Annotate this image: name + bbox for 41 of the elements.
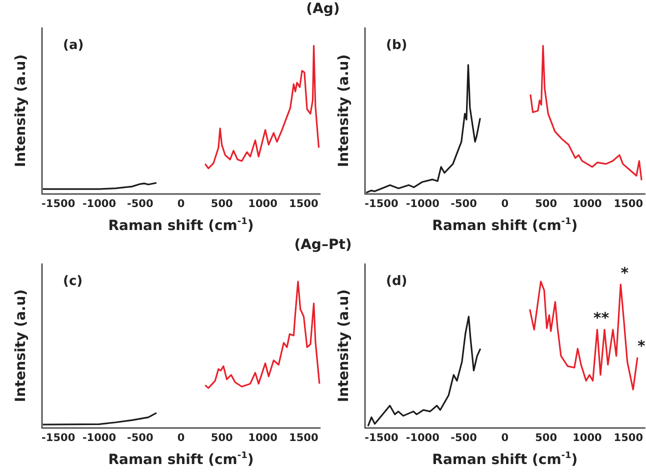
annotation: * — [638, 336, 646, 355]
y-axis-title: Intensity (a.u) — [336, 289, 352, 402]
x-tick-label: -1500 — [364, 432, 398, 444]
x-tick-label: 500 — [535, 198, 558, 210]
x-tick-label: 1500 — [614, 432, 644, 444]
x-tick-label: 1500 — [614, 198, 644, 210]
x-tick-label: -1000 — [82, 198, 116, 210]
chart-title: (c) — [63, 274, 83, 289]
y-axis-title: Intensity (a.u) — [336, 54, 352, 168]
x-tick-label: 500 — [210, 198, 233, 210]
x-tick-label: -500 — [450, 198, 477, 210]
x-tick-label: -500 — [126, 198, 154, 210]
x-tick-label: -1000 — [406, 198, 440, 210]
annotation: ** — [593, 309, 610, 328]
x-tick-label: 0 — [177, 198, 185, 210]
x-tick-label: -1000 — [82, 432, 116, 444]
x-tick-label: 0 — [501, 198, 509, 210]
x-tick-label: -1500 — [42, 198, 76, 210]
chart-title: (a) — [63, 38, 84, 53]
x-tick-label: -1000 — [406, 432, 440, 444]
x-tick-label: 1500 — [289, 432, 318, 444]
text: (Ag–Pt) — [293, 237, 353, 253]
x-tick-label: -1500 — [364, 198, 398, 210]
x-tick-label: 1000 — [248, 198, 278, 210]
y-axis-title: Intensity (a.u) — [13, 289, 29, 402]
chart-title: (d) — [386, 274, 408, 289]
x-tick-label: -1500 — [42, 432, 76, 444]
x-tick-label: -500 — [126, 432, 154, 444]
x-tick-label: 1000 — [248, 432, 278, 444]
x-tick-label: 500 — [210, 432, 233, 444]
x-tick-label: 1000 — [572, 432, 602, 444]
x-tick-label: 1500 — [289, 198, 318, 210]
x-tick-label: 0 — [501, 432, 509, 444]
text: (Ag) — [305, 1, 341, 17]
annotation: * — [620, 264, 629, 282]
x-tick-label: -500 — [450, 432, 477, 444]
x-tick-label: 500 — [535, 432, 558, 444]
x-tick-label: 1000 — [572, 198, 602, 210]
chart-title: (b) — [386, 38, 408, 53]
y-axis-title: Intensity (a.u) — [13, 54, 29, 168]
x-tick-label: 0 — [177, 432, 185, 444]
